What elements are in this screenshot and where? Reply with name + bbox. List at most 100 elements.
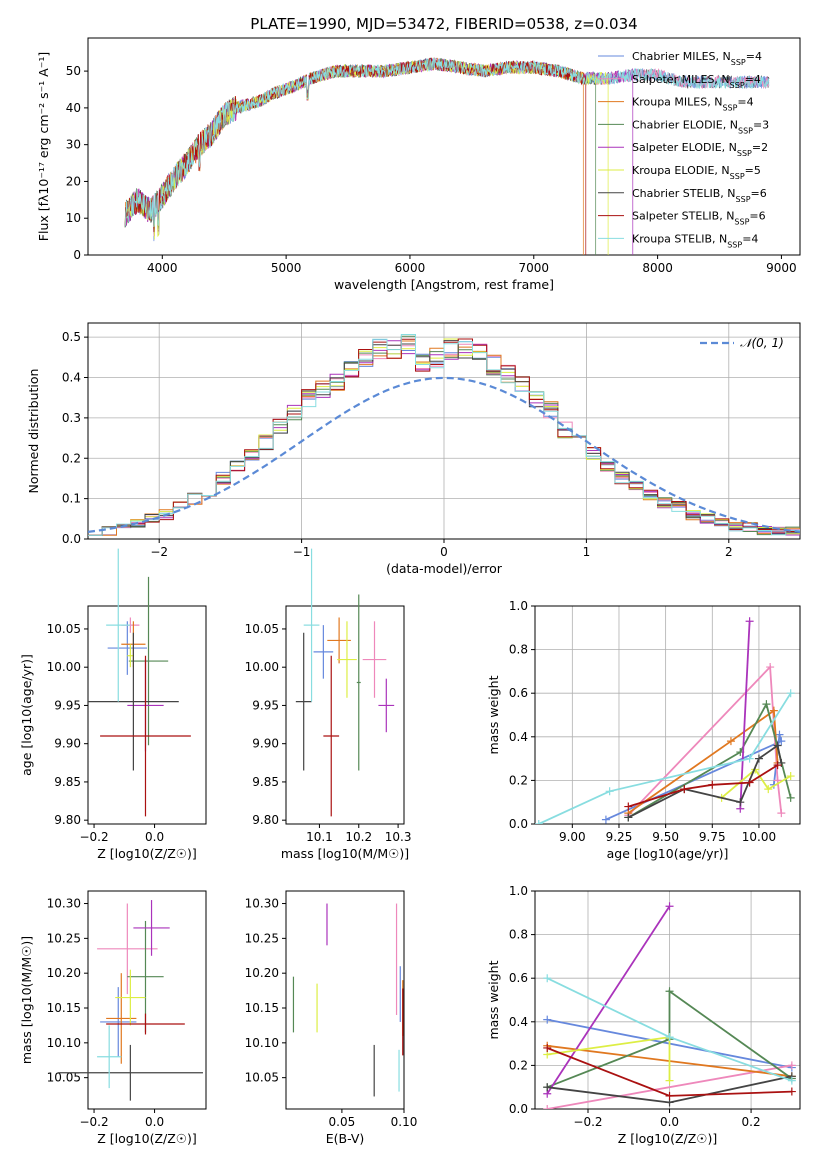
y-tick-label: 10.15	[245, 1001, 279, 1015]
y-tick-label: 9.95	[252, 698, 279, 712]
histogram-step	[88, 334, 800, 536]
y-tick-label: 0.8	[509, 643, 528, 657]
y-tick-label: 0.0	[509, 1102, 528, 1116]
weight-marker	[773, 761, 782, 770]
error-bar-point	[106, 548, 131, 702]
y-tick-label: 9.80	[54, 813, 81, 827]
weight-marker	[769, 706, 778, 715]
error-bar-point	[313, 625, 334, 679]
error-bar-point	[106, 973, 137, 1064]
axes-frame	[87, 605, 207, 825]
y-tick-label: 20	[66, 174, 81, 188]
weight-marker	[601, 815, 610, 824]
y-axis-label: mass [log10(M/M☉)]	[19, 936, 34, 1064]
mass-vs-metallicity-panel: −0.2 0.0 10.05 10.10 10.15 10.20 10.25 10.30 Z […	[19, 890, 207, 1146]
x-tick-label: 10.2	[345, 830, 372, 844]
y-tick-label: 0.0	[62, 532, 81, 546]
x-tick-label: −0.2	[79, 1115, 108, 1129]
x-tick-label: 7000	[519, 261, 550, 275]
error-bar-point	[100, 655, 191, 817]
error-bar-point	[337, 621, 357, 698]
error-bar-point	[128, 576, 169, 746]
legend-entry: Kroupa STELIB, NSSP=4	[632, 232, 758, 249]
x-tick-label: 8000	[642, 261, 673, 275]
weight-vs-age-panel: 9.00 9.25 9.50 9.75 10.00 0.0 0.2 0.4 0.6 0.8 1.0 a…	[486, 599, 801, 861]
weight-marker	[786, 772, 795, 781]
y-tick-label: 10.30	[245, 897, 279, 911]
error-bar-point	[97, 1025, 122, 1089]
x-axis-label: wavelength [Angstrom, rest frame]	[334, 277, 554, 292]
x-tick-label: 10.00	[742, 830, 776, 844]
weight-marker	[787, 1087, 796, 1096]
x-tick-label: 9.00	[559, 830, 586, 844]
x-tick-label: 6000	[395, 261, 426, 275]
error-bar-point	[107, 621, 147, 675]
weight-marker	[745, 754, 754, 763]
weight-vs-metallicity-panel: −0.2 0.0 0.2 0.0 0.2 0.4 0.6 0.8 1.0 Z [log10(Z/Z…	[486, 884, 801, 1146]
spectrum-panel: 4000 5000 6000 7000 8000 9000 0 10 20 30 40 50 wavel…	[36, 37, 801, 292]
y-tick-label: 9.85	[54, 775, 81, 789]
spectrum-series	[124, 57, 587, 255]
age-vs-metallicity-panel: −0.2 0.0 9.80 9.85 9.90 9.95 10.00 10.05 Z [log1…	[19, 548, 207, 861]
weight-marker	[680, 785, 689, 794]
legend-entry: Salpeter MILES, NSSP=4	[632, 73, 761, 90]
weight-marker	[543, 974, 552, 983]
x-tick-label: −0.2	[573, 1115, 602, 1129]
axes-frame	[285, 890, 405, 1110]
y-tick-label: 10.10	[245, 1036, 279, 1050]
weight-series	[627, 664, 783, 816]
weight-marker	[787, 1076, 796, 1085]
legend-entry: Kroupa ELODIE, NSSP=5	[632, 164, 761, 181]
weight-marker	[665, 1033, 674, 1042]
error-bar-point	[356, 594, 361, 771]
y-tick-label: 10.05	[47, 1071, 81, 1085]
y-tick-label: 9.80	[252, 813, 279, 827]
legend-entry: Salpeter STELIB, NSSP=6	[632, 210, 766, 227]
error-bar-point	[133, 900, 170, 956]
x-axis-label: (data-model)/error	[386, 561, 503, 576]
figure-title: PLATE=1990, MJD=53472, FIBERID=0538, z=0…	[250, 15, 637, 33]
x-tick-label: 5000	[271, 261, 302, 275]
y-axis-label: Flux [fλ10⁻¹⁷ erg cm⁻² s⁻¹ A⁻¹]	[36, 52, 51, 241]
weight-series	[627, 701, 792, 819]
error-bar-point	[88, 632, 179, 771]
weight-marker	[543, 1015, 552, 1024]
x-tick-label: 0.05	[329, 1115, 356, 1129]
error-bar-point	[57, 1044, 203, 1101]
y-tick-label: 10.25	[245, 931, 279, 945]
error-bar-point	[378, 678, 395, 733]
x-axis-label: age [log10(age/yr)]	[607, 846, 729, 861]
weight-series	[739, 621, 751, 809]
error-bar-point	[303, 548, 320, 702]
weight-marker	[543, 1105, 552, 1109]
y-tick-label: 10.30	[47, 897, 81, 911]
x-tick-label: 9.75	[699, 830, 726, 844]
weight-series	[538, 692, 792, 824]
weight-marker	[762, 700, 771, 709]
error-bar-point	[97, 903, 158, 995]
weight-marker	[745, 617, 754, 626]
weight-marker	[775, 730, 784, 739]
weight-marker	[605, 787, 614, 796]
x-tick-label: −1	[293, 545, 311, 559]
axes-frame	[534, 605, 801, 825]
x-tick-label: −2	[150, 545, 168, 559]
y-tick-label: 40	[66, 101, 81, 115]
y-tick-label: 10.20	[245, 966, 279, 980]
x-axis-label: Z [log10(Z/Z☉)]	[97, 1131, 197, 1146]
y-tick-label: 10.00	[47, 660, 81, 674]
y-tick-label: 10.05	[245, 622, 279, 636]
weight-marker	[535, 820, 543, 824]
y-tick-label: 0.2	[62, 451, 81, 465]
x-tick-label: 0	[440, 545, 448, 559]
y-tick-label: 0.8	[509, 928, 528, 942]
x-axis-label: mass [log10(M/M☉)]	[281, 846, 409, 861]
y-tick-label: 0.6	[509, 686, 528, 700]
y-tick-label: 0.3	[62, 411, 81, 425]
weight-marker	[777, 809, 786, 818]
weight-marker	[665, 1091, 674, 1100]
weight-marker	[786, 793, 795, 802]
x-tick-label: 9.25	[606, 830, 633, 844]
weight-series	[546, 989, 793, 1089]
